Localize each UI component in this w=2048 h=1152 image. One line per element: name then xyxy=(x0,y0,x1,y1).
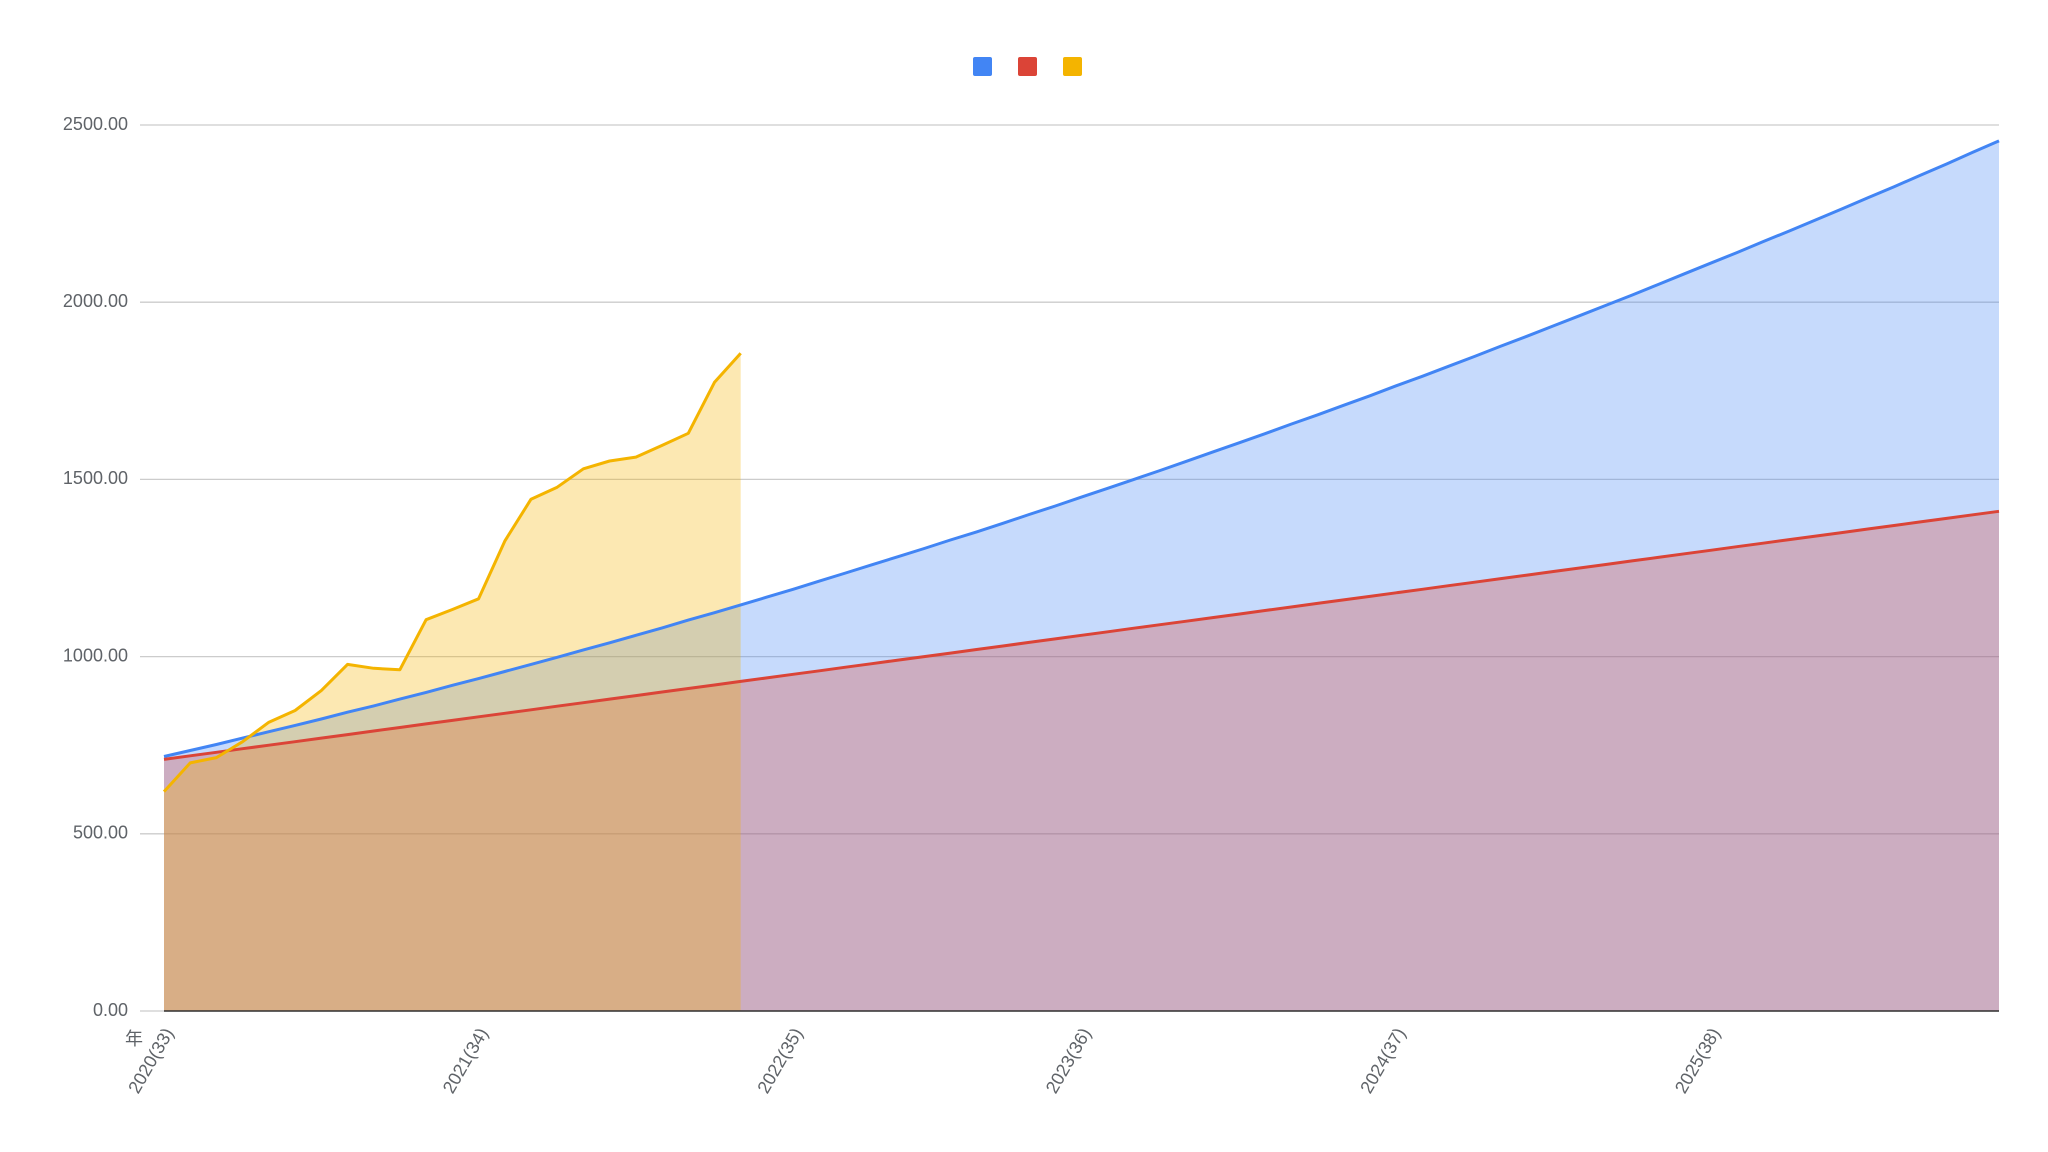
legend-swatch xyxy=(1063,57,1082,76)
x-axis-title: 年 xyxy=(125,1029,143,1049)
x-tick-label: 2023(36) xyxy=(1042,1024,1095,1096)
series-line xyxy=(163,509,2000,761)
x-tick-label: 2021(34) xyxy=(439,1024,492,1096)
series-line xyxy=(162,352,742,793)
y-tick-label: 2500.00 xyxy=(63,114,128,134)
series-area xyxy=(164,511,1999,1011)
y-tick-label: 2000.00 xyxy=(63,291,128,311)
x-tick-label: 2024(37) xyxy=(1356,1024,1409,1096)
x-tick-label: 2025(38) xyxy=(1671,1024,1724,1096)
y-tick-label: 1000.00 xyxy=(63,645,128,665)
x-tick-label: 2022(35) xyxy=(753,1024,806,1096)
series-area xyxy=(164,353,741,1011)
legend-swatch xyxy=(1018,57,1037,76)
series-line xyxy=(163,139,2000,758)
legend-swatch xyxy=(973,57,992,76)
y-tick-label: 0.00 xyxy=(93,1000,128,1020)
y-tick-label: 500.00 xyxy=(73,823,128,843)
y-tick-label: 1500.00 xyxy=(63,468,128,488)
series-area xyxy=(164,140,1999,1011)
